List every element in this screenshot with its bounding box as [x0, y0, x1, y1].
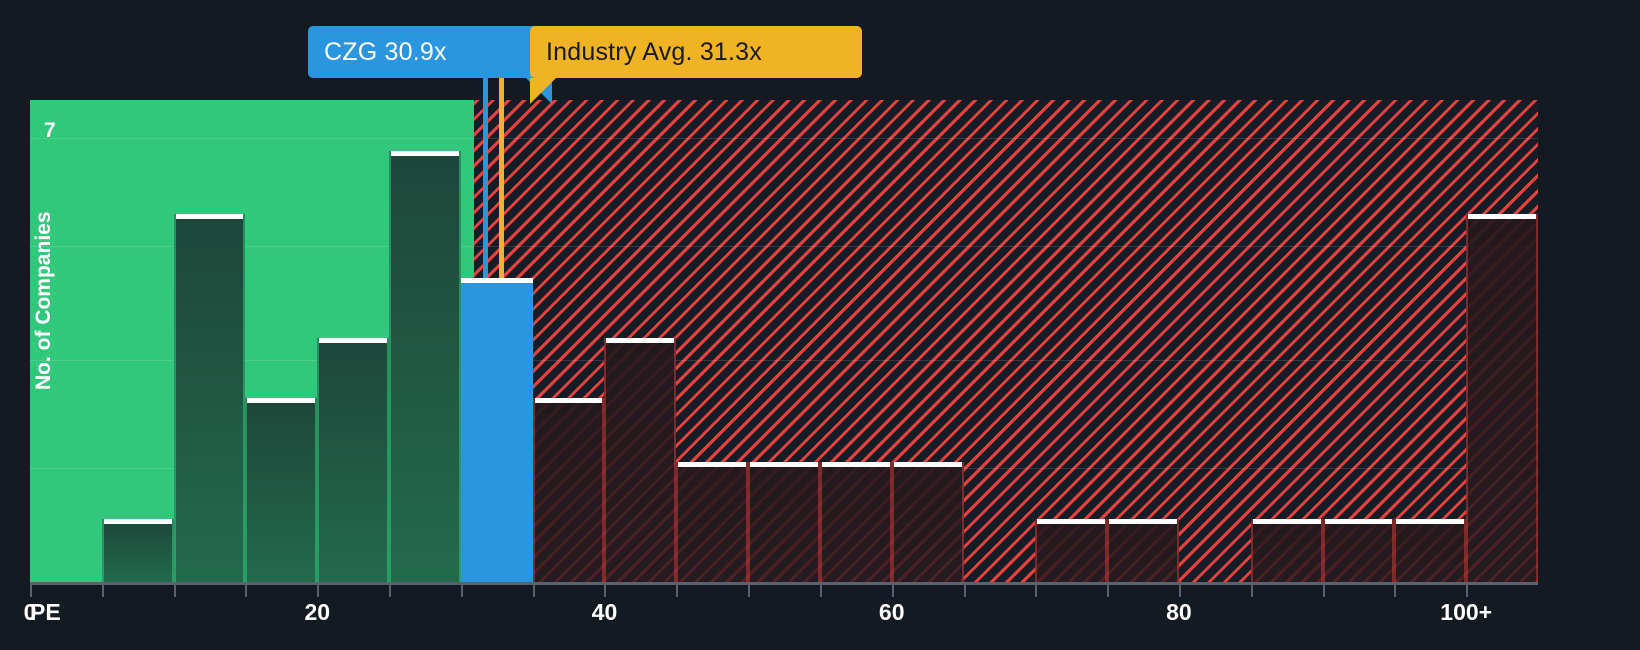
bar-cap — [391, 150, 459, 156]
x-axis-tick — [604, 585, 607, 597]
histogram-bar[interactable] — [748, 461, 820, 582]
bar-cap — [821, 461, 890, 467]
x-axis-tick — [963, 585, 966, 597]
czg-callout[interactable]: CZG 30.9x — [308, 26, 552, 104]
histogram-bar[interactable] — [532, 398, 605, 582]
bar-cap — [1396, 518, 1465, 524]
histogram-bar[interactable] — [1107, 518, 1179, 582]
histogram-bar[interactable] — [819, 461, 892, 582]
bar-cap — [1252, 518, 1321, 524]
x-axis-tick — [819, 585, 822, 597]
x-axis-tick — [101, 585, 104, 597]
x-axis-tick — [1466, 585, 1469, 597]
x-axis-line — [30, 582, 1538, 585]
x-axis-tick — [532, 585, 535, 597]
x-axis-tick — [891, 585, 894, 597]
histogram-bar[interactable] — [460, 277, 533, 582]
x-axis-tick — [460, 585, 463, 597]
x-axis-tick — [317, 585, 320, 597]
histogram-bar[interactable] — [173, 214, 246, 582]
callout-tail — [530, 78, 556, 104]
x-axis-tick — [676, 585, 679, 597]
bar-cap — [678, 461, 747, 467]
y-max-label: 7 — [44, 119, 56, 142]
histogram-bar[interactable] — [1466, 214, 1538, 582]
x-axis-tick — [30, 585, 32, 597]
histogram-bar[interactable] — [245, 398, 318, 582]
czg-callout-label: CZG 30.9x — [324, 37, 447, 66]
bar-cap — [750, 461, 818, 467]
bar-cap — [319, 337, 388, 343]
x-axis-tick-label: 40 — [591, 599, 618, 625]
x-axis-tick — [245, 585, 248, 597]
bar-cap — [1324, 518, 1393, 524]
bar-cap — [534, 398, 603, 404]
bar-cap — [1037, 518, 1106, 524]
plot-area — [30, 100, 1538, 582]
gridline — [30, 138, 1538, 140]
x-axis-tick-label: 80 — [1166, 599, 1192, 625]
x-axis-tick — [1250, 585, 1253, 597]
y-axis-title: No. of Companies — [32, 211, 55, 390]
bar-cap — [460, 277, 533, 283]
gridline — [30, 245, 1538, 247]
x-axis-tick-label: 0 — [23, 599, 37, 625]
histogram-bar[interactable] — [891, 461, 964, 582]
histogram-bar[interactable] — [389, 150, 461, 582]
histogram-bar[interactable] — [101, 518, 174, 582]
histogram-bar[interactable] — [1035, 518, 1108, 582]
bar-cap — [893, 461, 962, 467]
histogram-bar[interactable] — [604, 337, 677, 582]
czg-marker-line — [482, 34, 488, 278]
histogram-bar[interactable] — [1322, 518, 1395, 582]
x-axis-tick — [1394, 585, 1397, 597]
industry-avg-marker-line — [498, 34, 504, 278]
x-axis-tick — [1178, 585, 1181, 597]
histogram-bar[interactable] — [317, 337, 390, 582]
x-axis-tick — [748, 585, 751, 597]
bar-cap — [606, 337, 675, 343]
industry-avg-callout-label: Industry Avg. 31.3x — [546, 37, 762, 66]
bar-cap — [1109, 518, 1177, 524]
x-axis-tick — [389, 585, 392, 597]
x-axis-tick-label: 100+ — [1440, 599, 1493, 625]
x-axis-tick-label: 60 — [878, 599, 905, 625]
bar-cap — [247, 398, 316, 404]
bar-cap — [175, 214, 244, 220]
x-axis-tick — [173, 585, 176, 597]
x-axis-tick — [1322, 585, 1325, 597]
x-axis-title: PE — [30, 599, 61, 625]
bar-cap — [103, 518, 172, 524]
histogram-bar[interactable] — [676, 461, 749, 582]
x-axis-tick — [1035, 585, 1038, 597]
x-axis-tick — [1107, 585, 1110, 597]
bar-cap — [1468, 214, 1536, 220]
x-axis-tick-label: 20 — [304, 599, 331, 625]
histogram-bar[interactable] — [1394, 518, 1467, 582]
gridline — [30, 360, 1538, 362]
industry-avg-callout[interactable]: Industry Avg. 31.3x — [530, 26, 862, 104]
histogram-bar[interactable] — [1250, 518, 1323, 582]
